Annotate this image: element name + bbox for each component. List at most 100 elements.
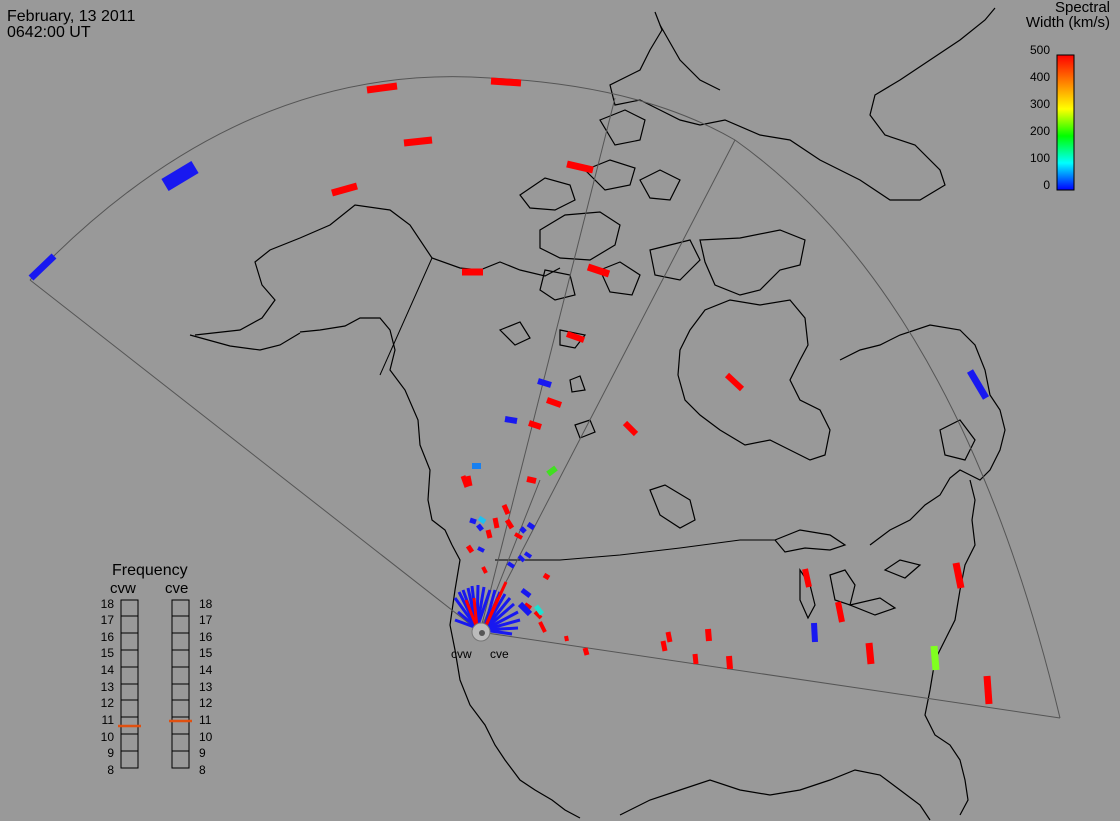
freq-tick: 14	[199, 663, 213, 677]
cell	[528, 420, 542, 430]
cell	[514, 532, 523, 540]
freq-tick: 12	[101, 696, 115, 710]
freq-tick: 18	[199, 597, 213, 611]
cell	[534, 604, 544, 616]
cell	[519, 526, 527, 534]
colorbar-tick: 300	[1030, 97, 1050, 111]
freq-tick: 15	[101, 646, 115, 660]
freq-tick: 8	[199, 763, 206, 777]
cell	[835, 601, 845, 623]
cell	[490, 77, 522, 87]
cell	[930, 645, 940, 671]
cell	[622, 420, 639, 437]
freq-tick: 17	[101, 613, 115, 627]
cell	[586, 263, 611, 278]
cell	[660, 640, 668, 652]
radar-site-marker	[471, 622, 491, 642]
freq-tick: 8	[107, 763, 114, 777]
cell	[477, 515, 487, 525]
cell	[802, 568, 812, 588]
near-range-fan	[453, 581, 521, 636]
freq-tick: 13	[199, 680, 213, 694]
cell	[566, 160, 594, 174]
cell	[403, 136, 433, 147]
cell	[582, 647, 590, 656]
cell	[566, 331, 585, 343]
scatter-cells	[28, 77, 993, 705]
timestamp-header: February, 13 2011 0642:00 UT	[7, 9, 135, 41]
cell	[331, 182, 358, 197]
cell	[460, 475, 470, 488]
cell	[564, 635, 569, 642]
coastlines	[189, 7, 1006, 821]
colorbar-tick: 0	[1043, 178, 1050, 192]
cell	[366, 82, 398, 94]
freq-tick: 10	[101, 730, 115, 744]
spectral-width-colorbar: 500 400 300 200 100 0	[1030, 43, 1075, 192]
cell	[692, 653, 699, 665]
freq-tick: 9	[107, 746, 114, 760]
cell	[983, 675, 993, 705]
freq-tick: 17	[199, 613, 213, 627]
freq-tick: 11	[199, 713, 212, 727]
cell	[705, 628, 712, 642]
cell	[504, 518, 515, 530]
cell	[538, 621, 547, 633]
freq-tick: 18	[101, 597, 115, 611]
cell	[469, 517, 477, 525]
cell	[523, 602, 533, 610]
cell	[811, 622, 818, 643]
cell	[966, 369, 990, 400]
colorbar-tick: 400	[1030, 70, 1050, 84]
cell	[523, 551, 533, 559]
colorbar-tick: 200	[1030, 124, 1050, 138]
site-label-cve: cve	[490, 647, 509, 661]
frequency-radar-cve: cve	[165, 580, 188, 597]
colorbar-title: Spectral Width (km/s)	[1026, 0, 1110, 30]
cell	[501, 503, 511, 516]
cell	[724, 372, 745, 392]
site-label-cvw: cvw	[451, 647, 472, 661]
cell	[477, 546, 485, 553]
cell	[520, 588, 532, 598]
cell	[537, 378, 552, 388]
radar-fov	[29, 76, 1061, 719]
cell	[517, 601, 533, 617]
freq-tick: 10	[199, 730, 213, 744]
freq-tick: 13	[101, 680, 115, 694]
colorbar-title-line2: Width (km/s)	[1025, 14, 1110, 31]
cell	[517, 554, 526, 563]
frequency-panel: Frequency cvw cve	[101, 562, 213, 777]
cell	[506, 561, 516, 569]
cell	[526, 476, 537, 484]
colorbar-tick: 100	[1030, 151, 1050, 165]
date-label: February, 13 2011	[7, 8, 136, 25]
cell	[28, 253, 57, 281]
cell	[492, 517, 500, 529]
cell	[161, 160, 199, 192]
cell	[545, 397, 563, 408]
cell	[465, 475, 473, 487]
frequency-title: Frequency	[112, 562, 188, 579]
cell	[485, 529, 493, 539]
frequency-radar-cvw: cvw	[110, 580, 136, 597]
frequency-scale-right: 18 17 16 15 14 13 12 11 10 9 8	[199, 597, 213, 777]
cell	[526, 521, 536, 531]
cell	[952, 562, 965, 589]
colorbar-tick: 500	[1030, 43, 1050, 57]
freq-tick: 16	[199, 630, 213, 644]
cell	[533, 610, 543, 620]
cell	[865, 642, 875, 665]
cell	[665, 631, 673, 643]
time-label: 0642:00 UT	[7, 24, 91, 41]
cell	[465, 544, 475, 554]
cell	[476, 523, 484, 532]
cell	[542, 572, 551, 581]
colorbar-gradient	[1056, 54, 1075, 191]
frequency-column-cve	[171, 599, 190, 769]
freq-tick: 14	[101, 663, 115, 677]
cell	[546, 465, 558, 477]
freq-tick: 15	[199, 646, 213, 660]
cell	[726, 655, 733, 670]
